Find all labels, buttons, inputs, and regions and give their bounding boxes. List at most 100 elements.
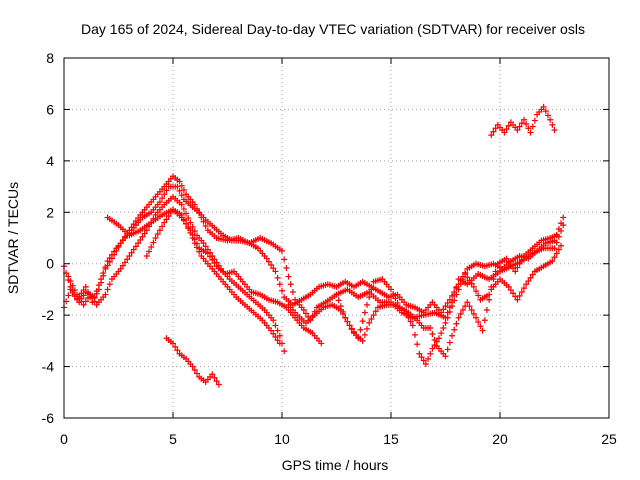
data-point (272, 268, 279, 275)
data-point (104, 258, 111, 265)
data-point (486, 296, 493, 303)
data-point (549, 121, 556, 128)
data-point (161, 191, 168, 198)
x-tick-label: 25 (601, 431, 617, 447)
data-point (531, 117, 538, 124)
data-point (518, 289, 525, 295)
series-track-a (61, 173, 567, 324)
data-point (185, 225, 192, 232)
data-point (366, 319, 373, 326)
data-point (505, 258, 512, 265)
data-point (516, 260, 523, 267)
data-point (449, 303, 456, 310)
data-point (274, 327, 281, 334)
data-point (215, 381, 222, 388)
data-point (187, 219, 194, 226)
data-point (370, 312, 377, 319)
data-point (122, 259, 129, 266)
data-point (523, 281, 530, 288)
y-tick-label: 0 (46, 256, 54, 272)
data-point (473, 288, 480, 295)
data-point (388, 286, 394, 293)
data-point (93, 288, 100, 295)
data-point (102, 291, 109, 298)
data-point (159, 195, 166, 202)
y-tick-label: -2 (42, 307, 55, 323)
data-point (553, 250, 560, 257)
data-point (466, 277, 473, 284)
data-point (200, 240, 207, 247)
data-point (429, 345, 436, 352)
data-point (364, 301, 371, 308)
y-axis-ticks: -6 -4 -2 0 2 4 6 8 (42, 50, 609, 426)
data-point (148, 244, 155, 250)
data-point (117, 265, 124, 272)
data-point (361, 309, 368, 316)
data-point (525, 125, 532, 132)
data-point (102, 264, 109, 271)
data-point (444, 346, 451, 353)
data-point (514, 264, 521, 271)
data-point (551, 127, 558, 133)
data-point (337, 303, 344, 310)
data-point (449, 292, 456, 299)
data-point (65, 292, 72, 299)
data-point (364, 325, 371, 332)
data-point (178, 192, 185, 199)
data-point (281, 256, 288, 263)
data-point (209, 256, 216, 263)
data-point (189, 363, 196, 370)
series-track-e (143, 206, 283, 347)
data-point (486, 291, 493, 298)
x-tick-label: 15 (383, 431, 399, 447)
x-axis-label: GPS time / hours (282, 457, 389, 473)
data-point (464, 299, 471, 306)
data-point (106, 281, 113, 288)
data-point (488, 132, 495, 139)
data-point (368, 316, 375, 322)
data-point (185, 215, 192, 222)
data-point (154, 231, 161, 238)
data-point (507, 287, 514, 294)
x-tick-label: 0 (60, 431, 68, 447)
data-point (425, 355, 432, 362)
data-point (440, 325, 447, 331)
data-point (135, 240, 142, 247)
data-point (161, 219, 168, 226)
data-point (189, 235, 196, 241)
data-point (359, 337, 366, 344)
data-point (276, 281, 283, 288)
x-tick-label: 10 (274, 431, 290, 447)
data-point (183, 210, 190, 217)
data-point (126, 253, 133, 259)
data-point (100, 270, 107, 277)
data-point (483, 307, 490, 313)
data-point (455, 314, 462, 321)
data-point (466, 303, 473, 310)
data-point (431, 342, 438, 349)
data-point (357, 326, 364, 333)
data-point (492, 125, 499, 132)
data-point (438, 309, 445, 316)
data-point (143, 253, 150, 259)
data-point (444, 299, 451, 306)
data-point (272, 334, 279, 340)
data-point (514, 127, 521, 133)
data-point (420, 357, 427, 364)
data-point (512, 293, 519, 300)
data-point (457, 310, 464, 317)
data-point (178, 201, 185, 208)
data-point (468, 280, 475, 287)
data-point (89, 295, 96, 301)
data-point (453, 291, 460, 298)
data-point (276, 340, 283, 347)
data-point (505, 122, 512, 129)
data-point (209, 371, 216, 378)
data-point (444, 314, 451, 321)
data-point (459, 276, 466, 283)
data-point (555, 246, 562, 253)
data-point (95, 282, 102, 289)
data-point (403, 310, 410, 317)
series-track-h (163, 335, 222, 388)
